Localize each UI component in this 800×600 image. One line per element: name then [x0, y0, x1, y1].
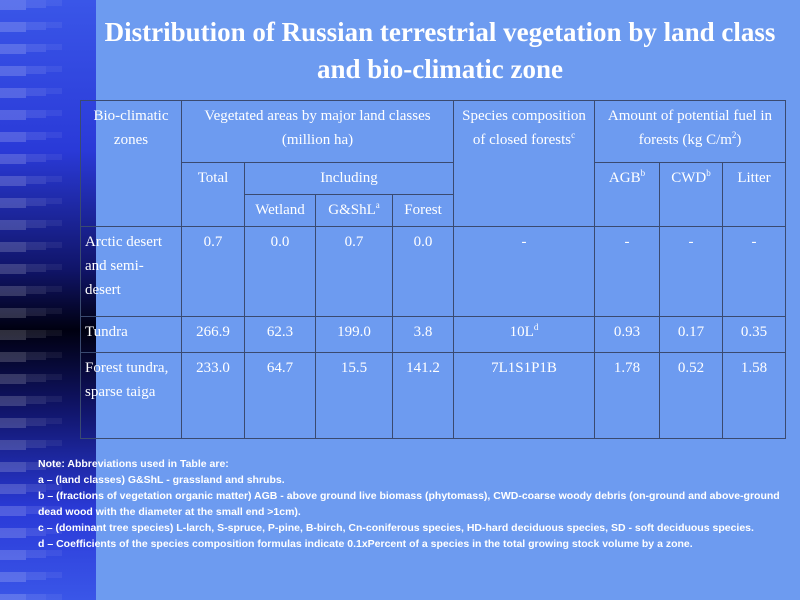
- cell-species: 7L1S1P1B: [453, 352, 595, 439]
- note-d: d – Coefficients of the species composit…: [38, 538, 693, 550]
- header-agb: AGBb: [594, 162, 660, 227]
- table-header-row: Bio-climatic zones Vegetated areas by ma…: [80, 100, 786, 227]
- cell-cwd: 0.52: [659, 352, 723, 439]
- cell-wetland: 0.0: [244, 226, 316, 317]
- note-b: b – (fractions of vegetation organic mat…: [38, 490, 780, 518]
- header-cwd: CWDb: [659, 162, 723, 227]
- header-fuel: Amount of potential fuel in forests (kg …: [594, 100, 786, 163]
- vegetation-table: Bio-climatic zones Vegetated areas by ma…: [80, 100, 786, 439]
- note-c: c – (dominant tree species) L-larch, S-s…: [38, 522, 754, 534]
- decorative-pattern: [26, 0, 46, 600]
- table-note: Note: Abbreviations used in Table are: a…: [38, 456, 788, 552]
- cell-wetland: 62.3: [244, 316, 316, 353]
- slide-title: Distribution of Russian terrestrial vege…: [104, 17, 776, 84]
- cell-wetland: 64.7: [244, 352, 316, 439]
- cell-agb: -: [594, 226, 660, 317]
- cell-agb: 1.78: [594, 352, 660, 439]
- cell-agb: 0.93: [594, 316, 660, 353]
- cell-total: 233.0: [181, 352, 245, 439]
- table-header-row: Wetland G&ShLa Forest: [81, 194, 786, 227]
- header-forest: Forest: [392, 194, 454, 227]
- note-a: a – (land classes) G&ShL - grassland and…: [38, 474, 285, 486]
- header-zones: Bio-climatic zones: [80, 100, 182, 227]
- header-species: Species composition of closed forestsc: [453, 100, 595, 227]
- header-litter: Litter: [722, 162, 786, 227]
- table-row: Forest tundra, sparse taiga 233.0 64.7 1…: [80, 352, 786, 439]
- cell-zone: Tundra: [80, 316, 182, 353]
- cell-gshl: 0.7: [315, 226, 393, 317]
- cell-cwd: -: [659, 226, 723, 317]
- header-gshl: G&ShLa: [315, 194, 393, 227]
- header-total: Total: [181, 162, 245, 227]
- cell-total: 266.9: [181, 316, 245, 353]
- cell-species: 10Ld: [453, 316, 595, 353]
- cell-forest: 3.8: [392, 316, 454, 353]
- cell-gshl: 15.5: [315, 352, 393, 439]
- cell-zone: Forest tundra, sparse taiga: [80, 352, 182, 439]
- cell-litter: -: [722, 226, 786, 317]
- decorative-pattern: [46, 0, 62, 600]
- table-row: Tundra 266.9 62.3 199.0 3.8 10Ld 0.93 0.…: [80, 316, 786, 353]
- cell-total: 0.7: [181, 226, 245, 317]
- header-including: Including: [244, 162, 454, 195]
- cell-forest: 0.0: [392, 226, 454, 317]
- header-wetland: Wetland: [244, 194, 316, 227]
- cell-species: -: [453, 226, 595, 317]
- cell-cwd: 0.17: [659, 316, 723, 353]
- table-row: Arctic desert and semi-desert 0.7 0.0 0.…: [80, 226, 786, 317]
- cell-zone: Arctic desert and semi-desert: [80, 226, 182, 317]
- cell-gshl: 199.0: [315, 316, 393, 353]
- table-header-row: Total Including AGBb CWDb Litter: [81, 162, 786, 227]
- note-heading: Note: Abbreviations used in Table are:: [38, 458, 229, 470]
- header-areas: Vegetated areas by major land classes (m…: [181, 100, 454, 163]
- decorative-pattern: [0, 0, 26, 600]
- cell-forest: 141.2: [392, 352, 454, 439]
- cell-litter: 0.35: [722, 316, 786, 353]
- cell-litter: 1.58: [722, 352, 786, 439]
